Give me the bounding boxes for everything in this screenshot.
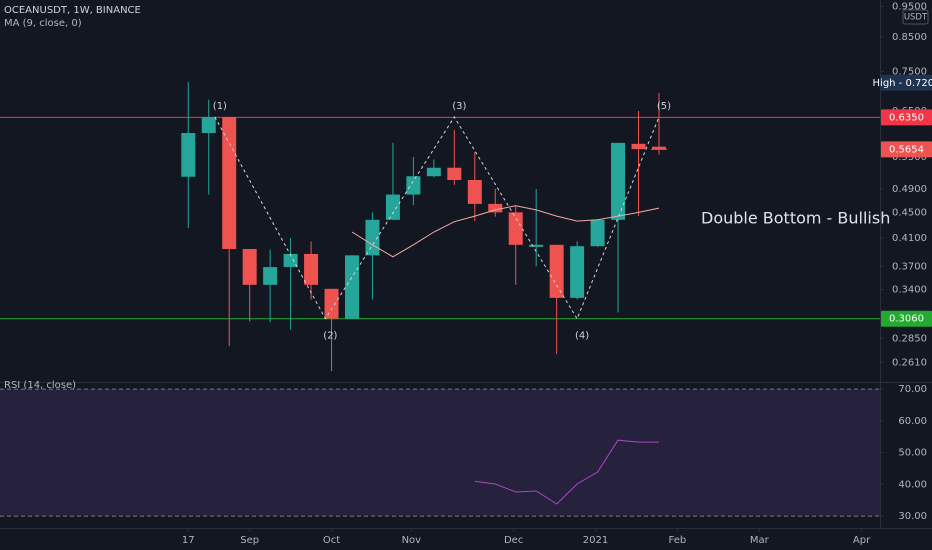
candle-body (385, 194, 400, 220)
candle-body (222, 116, 237, 249)
y-tick-label: 0.4500 (892, 207, 927, 218)
pane-title: RSI (14, close) (4, 380, 76, 391)
x-tick-label: Mar (750, 535, 770, 546)
y-tick-label: 30.00 (898, 511, 927, 522)
y-tick-label: 0.7500 (892, 66, 927, 77)
candle-body (631, 143, 646, 150)
candle-body (283, 253, 298, 268)
candle-body (345, 255, 359, 319)
candle-body (242, 248, 257, 285)
x-tick-label: Apr (853, 535, 871, 546)
y-tick-label: 50.00 (898, 448, 927, 459)
rsi-band (0, 389, 880, 517)
candle-body (529, 244, 544, 247)
pattern-label: (1) (213, 101, 227, 112)
candle-body (263, 267, 278, 285)
level-label: 0.6350 (889, 112, 924, 123)
rsi-line (474, 439, 659, 505)
high-label-box (881, 74, 932, 91)
candle-body (201, 116, 216, 134)
y-tick-label: 0.5500 (892, 152, 927, 163)
candle-body (488, 203, 503, 213)
level-label-box (881, 310, 932, 327)
legend-entry: MA (9, close, 0) (4, 18, 82, 29)
candle-body (651, 146, 666, 150)
candle-body (304, 253, 319, 285)
currency: USDT (904, 13, 928, 23)
x-tick-label: Nov (402, 535, 422, 546)
pattern-line (214, 116, 660, 320)
chart-title: OCEANUSDT, 1W, BINANCE (4, 5, 141, 16)
candle-body (549, 244, 564, 298)
candle-body (590, 219, 605, 247)
y-tick-label: 0.9500 (892, 1, 927, 12)
candle-body (426, 167, 441, 177)
ma-line (351, 205, 660, 258)
candle-body (467, 180, 482, 204)
x-tick-label: 17 (182, 535, 195, 546)
candle-body (508, 212, 523, 245)
y-tick-label: 0.2850 (892, 333, 927, 344)
y-tick-label: 0.8500 (892, 32, 927, 43)
currency-box (902, 9, 929, 25)
y-tick-label: 70.00 (898, 384, 927, 395)
y-tick-label: 0.4100 (892, 233, 927, 244)
annotation: Double Bottom - Bullish (701, 209, 890, 228)
x-tick-label: Dec (504, 535, 523, 546)
pattern-label: (4) (575, 331, 589, 342)
candle-body (181, 133, 196, 177)
y-tick-label: 0.3400 (892, 285, 927, 296)
x-tick-label: Feb (669, 535, 687, 546)
level-label-box (881, 109, 932, 126)
last-price-label: 0.5654 (889, 144, 924, 155)
pattern-label: (2) (323, 331, 337, 342)
pattern-label: (3) (452, 101, 466, 112)
candle-body (324, 288, 339, 319)
level-label: 0.3060 (889, 314, 924, 325)
y-tick-label: 60.00 (898, 416, 927, 427)
y-tick-label: 0.3700 (892, 261, 927, 272)
x-tick-label: 2021 (583, 535, 608, 546)
candle-body (447, 167, 462, 181)
pattern-label: (5) (657, 101, 671, 112)
y-tick-label: 0.2610 (892, 358, 927, 369)
x-tick-label: Oct (323, 535, 340, 546)
y-tick-label: 40.00 (898, 479, 927, 490)
last-price-label-box (881, 141, 932, 158)
candle-body (406, 176, 421, 195)
high-label: High - 0.7200 (873, 78, 932, 89)
candle-body (570, 246, 585, 298)
x-tick-label: Sep (240, 535, 259, 546)
y-tick-label: 0.4900 (892, 184, 927, 195)
candle-body (611, 142, 626, 220)
